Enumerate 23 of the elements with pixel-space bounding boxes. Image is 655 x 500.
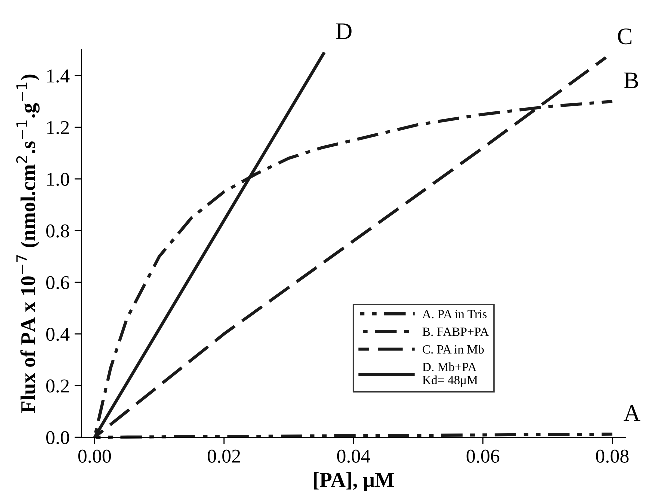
- legend-label: D. Mb+PA Kd= 48μM: [422, 362, 478, 388]
- y-tick-label: 1.2: [47, 121, 69, 135]
- y-tick-label: 0.4: [46, 328, 70, 342]
- x-tick-label: 0.06: [466, 450, 500, 464]
- x-axis-title: [PA], μM: [314, 472, 394, 492]
- legend-label: B. FABP+PA: [422, 328, 490, 336]
- legend-label: A. PA in Tris: [422, 310, 487, 319]
- annotation: A: [624, 405, 641, 422]
- y-tick-label: 0.6: [46, 276, 70, 290]
- y-tick-label: 0.8: [46, 224, 70, 238]
- legend-label: C. PA in Mb: [422, 345, 484, 354]
- annotation: C: [618, 28, 632, 45]
- x-tick-label: 0.04: [337, 450, 370, 464]
- x-tick-label: 0.08: [596, 450, 629, 464]
- x-tick-label: 0.00: [78, 450, 112, 464]
- annotation: D: [336, 24, 352, 40]
- y-tick-label: 1.0: [47, 172, 70, 186]
- annotation: B: [624, 72, 638, 88]
- text: Flux of PA x 10$^{−7}$ (nmol.cm$^{2}$.s$^{−1}$.g$^{−1}$): [16, 74, 40, 414]
- y-tick-label: 0.0: [46, 431, 70, 445]
- y-tick-label: 1.4: [47, 70, 70, 83]
- y-tick-label: 0.2: [46, 380, 69, 393]
- x-tick-label: 0.02: [208, 450, 240, 464]
